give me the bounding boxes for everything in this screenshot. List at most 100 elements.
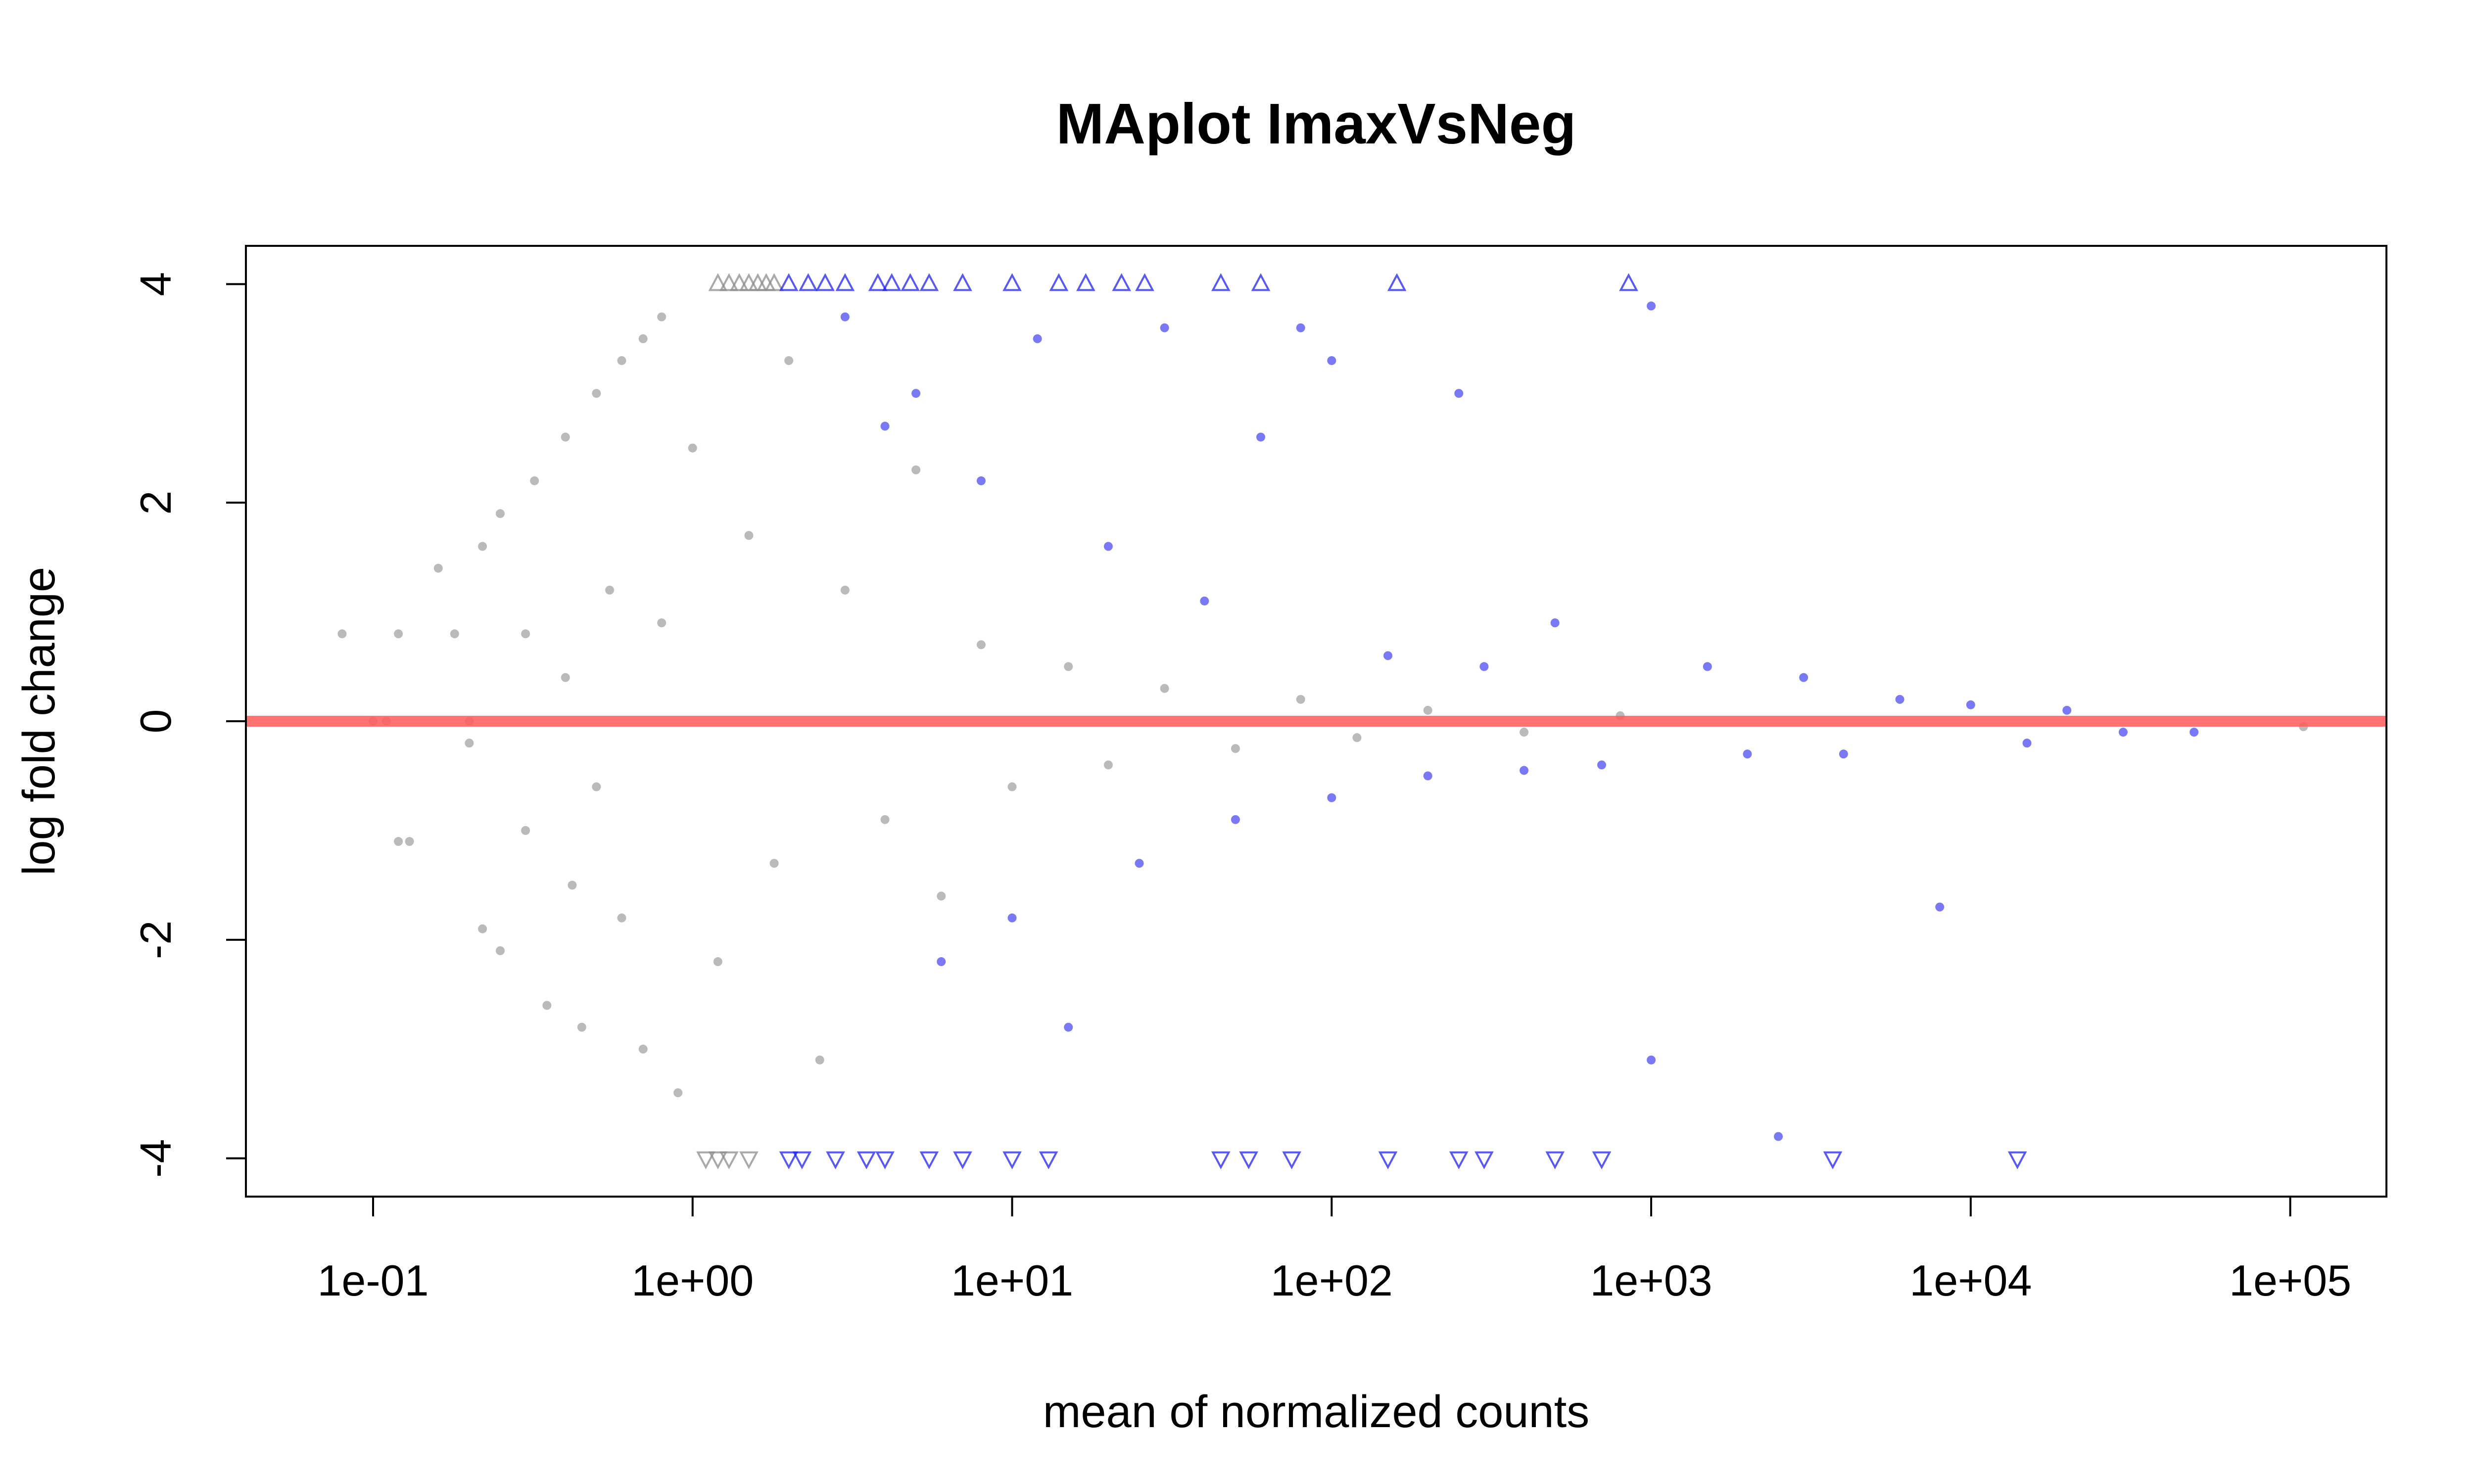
significant-point [1033,334,1042,343]
non-significant-point [1296,695,1305,704]
non-significant-point [688,443,697,453]
non-significant-point [521,629,530,639]
clipped-down-triangle-point [1592,1151,1612,1169]
y-tick-label: 0 [131,709,180,734]
significant-point [911,389,921,398]
clipped-down-triangle-point [1475,1151,1494,1169]
non-significant-point [784,356,794,365]
clipped-up-triangle-point [764,273,784,291]
non-significant-point [713,957,722,967]
significant-point [1103,542,1113,551]
clipped-down-triangle-point [1545,1151,1565,1169]
clipped-up-triangle-point [779,273,799,291]
non-significant-point [657,618,666,628]
clipped-down-triangle-point [792,1151,812,1169]
significant-point [1256,432,1266,442]
x-axis-label: mean of normalized counts [1043,1387,1590,1437]
non-significant-point [530,476,539,485]
significant-point [1647,1055,1656,1065]
clipped-up-triangle-point [1619,273,1638,291]
significant-point [1064,1022,1073,1032]
x-tick-label: 1e+00 [631,1256,754,1305]
significant-point [1935,902,1945,912]
significant-point [1597,760,1607,770]
non-significant-point [1064,662,1073,671]
clipped-down-triangle-point [1449,1151,1469,1169]
non-significant-point [495,509,505,518]
non-significant-point [337,629,347,639]
clipped-up-triangle-point [815,273,835,291]
clipped-up-triangle-point [729,273,749,291]
non-significant-point [542,1001,552,1010]
x-tick-label: 1e+01 [951,1256,1073,1305]
non-significant-point [592,782,601,791]
non-significant-point [478,924,487,933]
non-significant-point [617,356,626,365]
significant-point [1296,323,1305,332]
x-axis-ticks: 1e-01 1e+00 1e+01 1e+02 1e+03 1e+04 1e+05 [317,1197,2351,1305]
clipped-up-triangle-point [919,273,939,291]
non-significant-point [478,542,487,551]
clipped-down-triangle-point [856,1151,876,1169]
y-tick-label: 4 [131,272,180,296]
clipped-up-triangle-point [708,273,728,291]
significant-point [2062,705,2072,715]
clipped-up-triangle-point [835,273,855,291]
clipped-down-triangle-point [1282,1151,1301,1169]
non-significant-point [592,389,601,398]
clipped-up-triangle-point [868,273,888,291]
non-significant-point [394,837,403,846]
non-significant-point [1231,744,1240,753]
non-significant-point [495,946,505,955]
clipped-up-triangle-point [1076,273,1095,291]
clipped-up-triangle-point [1002,273,1022,291]
significant-point [2022,739,2032,748]
non-significant-point [880,815,890,824]
non-significant-point [911,465,921,474]
significant-point [1895,695,1904,704]
non-significant-point [976,640,986,649]
non-significant-point [840,585,850,595]
non-significant-point [465,739,474,748]
clipped-down-triangle-point [1378,1151,1398,1169]
non-significant-point [405,837,414,846]
significant-point [1743,749,1752,759]
non-significant-point [1520,728,1529,737]
non-significant-point [577,1022,586,1032]
chart-title: MAplot ImaxVsNeg [1056,92,1576,156]
non-significant-point [937,891,946,901]
clipped-up-triangle-point [719,273,739,291]
clipped-down-triangle-point [719,1151,739,1169]
data-points [337,273,2308,1169]
significant-point [1423,771,1432,781]
non-significant-point [1423,705,1432,715]
non-significant-point [605,585,615,595]
significant-point [976,476,986,485]
clipped-down-triangle-point [696,1151,715,1169]
clipped-up-triangle-point [953,273,972,291]
significant-point [1966,700,1975,709]
x-tick-label: 1e+02 [1271,1256,1393,1305]
significant-point [1327,356,1336,365]
y-tick-label: 2 [131,491,180,515]
significant-point [2118,728,2128,737]
significant-point [1327,793,1336,802]
non-significant-point [1352,733,1362,742]
clipped-down-triangle-point [779,1151,799,1169]
non-significant-point [1103,760,1113,770]
significant-point [880,421,890,431]
significant-point [840,312,850,322]
significant-point [1520,766,1529,775]
non-significant-point [657,312,666,322]
non-significant-point [1160,684,1169,693]
non-significant-point [433,563,443,573]
significant-point [1007,913,1017,923]
non-significant-point [1007,782,1017,791]
significant-point [1135,859,1144,868]
significant-point [1454,389,1464,398]
non-significant-point [673,1088,683,1098]
clipped-up-triangle-point [1135,273,1154,291]
significant-point [1647,301,1656,311]
